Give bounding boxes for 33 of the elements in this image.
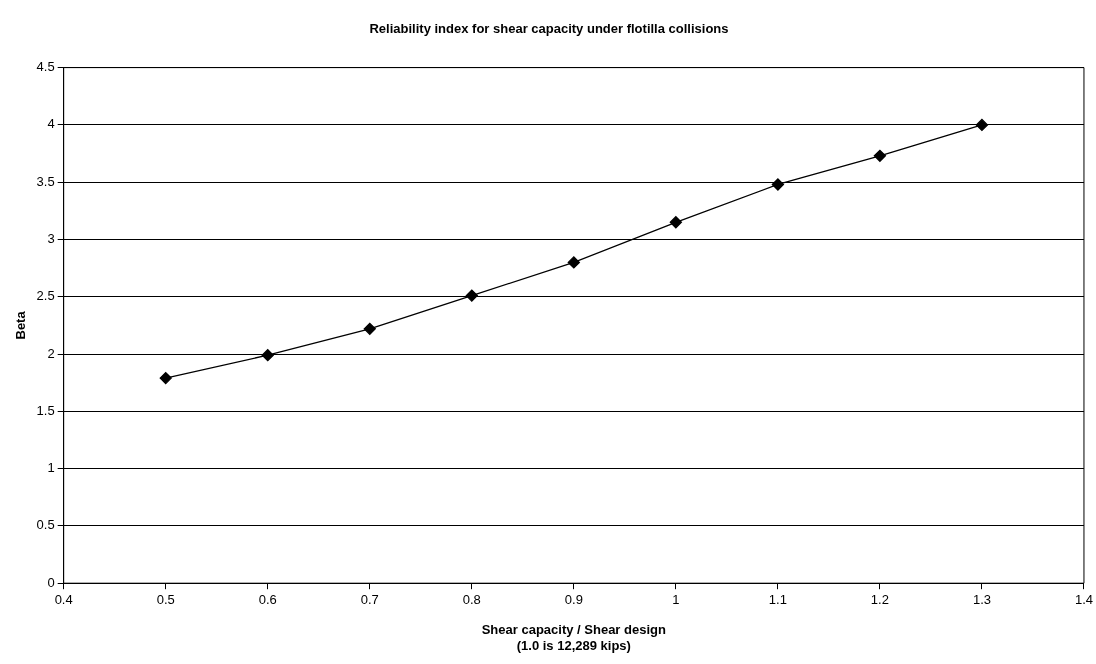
x-tick-label: 0.6 — [258, 591, 277, 607]
point — [465, 289, 478, 302]
y-tick-label: 3.5 — [36, 173, 55, 189]
point — [567, 256, 580, 269]
y-axis-title: Beta — [13, 310, 29, 340]
x-tick-label: 0.9 — [564, 591, 583, 607]
point — [771, 178, 785, 191]
x-tick-label: 1.4 — [1074, 591, 1093, 607]
y-tick-label: 0.5 — [36, 517, 55, 533]
x-tick-label: 1.3 — [972, 591, 991, 607]
x-tick-label: 0.7 — [360, 591, 379, 607]
point — [975, 118, 989, 132]
x-tick-label: 1.1 — [768, 591, 787, 607]
point — [669, 216, 682, 229]
y-tick-label: 2 — [47, 345, 55, 361]
y-tick-label: 4.5 — [36, 59, 55, 75]
y-tick-label: 1.5 — [36, 402, 55, 418]
y-tick-label: 1 — [47, 460, 55, 476]
point — [159, 371, 172, 385]
y-tick-label: 4 — [47, 116, 55, 132]
x-tick-label: 1.2 — [870, 591, 889, 607]
x-tick-label: 0.8 — [462, 591, 481, 607]
chart-title: Reliability index for shear capacity under flotilla collisions — [369, 21, 729, 37]
point — [261, 349, 274, 362]
y-tick-label: 0 — [47, 574, 55, 590]
x-tick-label: 1 — [672, 591, 680, 607]
x-tick-label: 0.4 — [54, 591, 73, 607]
point — [363, 322, 376, 335]
point — [873, 149, 887, 162]
y-tick-label: 2.5 — [36, 288, 55, 304]
x-axis-title: Shear capacity / Shear design (1.0 is 12,289 kips) — [481, 622, 666, 653]
y-tick-label: 3 — [47, 231, 55, 247]
x-tick-label: 0.5 — [156, 591, 175, 607]
